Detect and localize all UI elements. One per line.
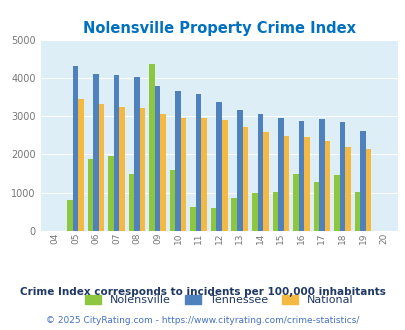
Bar [216, 102, 222, 231]
Bar [87, 159, 93, 231]
Bar [222, 120, 227, 231]
Bar [67, 200, 72, 231]
Text: © 2025 CityRating.com - https://www.cityrating.com/crime-statistics/: © 2025 CityRating.com - https://www.city… [46, 315, 359, 325]
Bar [154, 86, 160, 231]
Bar [298, 121, 303, 231]
Bar [98, 104, 104, 231]
Bar [128, 174, 134, 231]
Bar [169, 170, 175, 231]
Bar [108, 155, 113, 231]
Bar [175, 91, 181, 231]
Bar [119, 107, 125, 231]
Bar [93, 74, 98, 231]
Legend: Nolensville, Tennessee, National: Nolensville, Tennessee, National [80, 290, 357, 310]
Bar [72, 66, 78, 231]
Bar [272, 192, 277, 231]
Bar [359, 131, 365, 231]
Bar [339, 122, 344, 231]
Bar [354, 192, 359, 231]
Bar [252, 193, 257, 231]
Bar [283, 136, 288, 231]
Bar [160, 114, 166, 231]
Bar [231, 198, 237, 231]
Bar [262, 132, 268, 231]
Bar [303, 137, 309, 231]
Bar [78, 99, 83, 231]
Bar [313, 182, 318, 231]
Bar [211, 208, 216, 231]
Bar [140, 108, 145, 231]
Bar [333, 176, 339, 231]
Bar [277, 118, 283, 231]
Bar [365, 149, 371, 231]
Bar [257, 114, 262, 231]
Bar [292, 174, 298, 231]
Bar [242, 127, 247, 231]
Bar [237, 110, 242, 231]
Title: Nolensville Property Crime Index: Nolensville Property Crime Index [83, 21, 355, 36]
Text: Crime Index corresponds to incidents per 100,000 inhabitants: Crime Index corresponds to incidents per… [20, 287, 385, 297]
Bar [149, 64, 154, 231]
Bar [201, 118, 207, 231]
Bar [113, 75, 119, 231]
Bar [190, 207, 196, 231]
Bar [134, 77, 140, 231]
Bar [324, 141, 329, 231]
Bar [196, 94, 201, 231]
Bar [318, 119, 324, 231]
Bar [344, 147, 350, 231]
Bar [181, 118, 186, 231]
